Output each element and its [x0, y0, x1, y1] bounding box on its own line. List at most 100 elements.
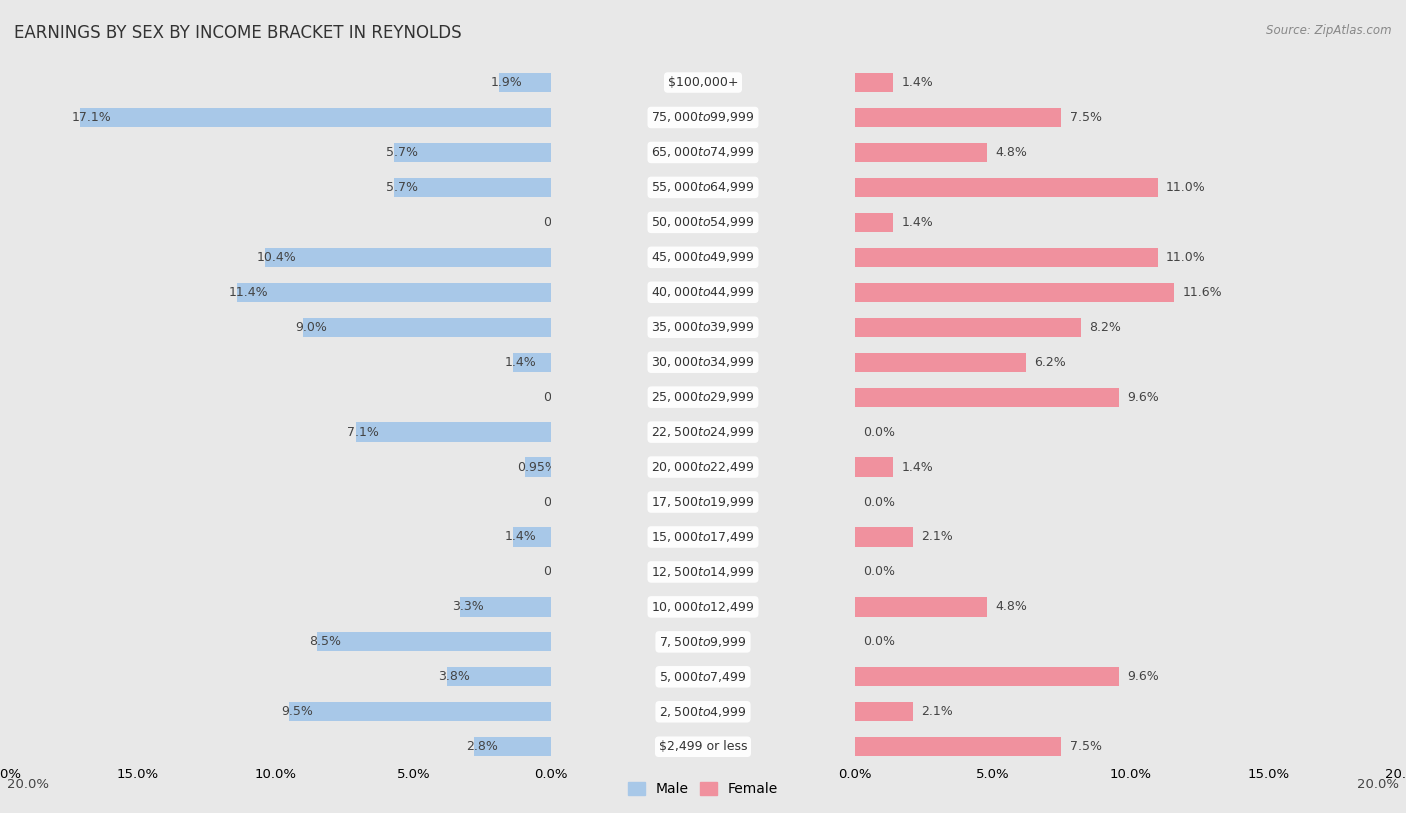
Text: 2.8%: 2.8% [465, 741, 498, 753]
Bar [0, 729, 855, 764]
Bar [0, 659, 551, 694]
Bar [0, 345, 855, 380]
Bar [855, 213, 893, 232]
Bar [0, 240, 551, 275]
Bar [551, 310, 1406, 345]
Text: 0.0%: 0.0% [543, 496, 575, 508]
Bar [855, 318, 1081, 337]
Text: 11.0%: 11.0% [1166, 251, 1206, 263]
Text: 5.7%: 5.7% [387, 146, 418, 159]
Bar [855, 702, 912, 721]
Text: 7.5%: 7.5% [1070, 111, 1102, 124]
Text: 11.0%: 11.0% [1166, 181, 1206, 193]
Text: 10.4%: 10.4% [256, 251, 297, 263]
Bar [0, 380, 551, 415]
Bar [0, 554, 855, 589]
Text: Source: ZipAtlas.com: Source: ZipAtlas.com [1267, 24, 1392, 37]
Text: 11.6%: 11.6% [1182, 286, 1222, 298]
Bar [447, 667, 551, 686]
Bar [551, 345, 1406, 380]
Bar [551, 205, 1406, 240]
Text: 1.4%: 1.4% [505, 531, 536, 543]
Text: $30,000 to $34,999: $30,000 to $34,999 [651, 355, 755, 369]
Bar [0, 135, 855, 170]
Text: $17,500 to $19,999: $17,500 to $19,999 [651, 495, 755, 509]
Text: $22,500 to $24,999: $22,500 to $24,999 [651, 425, 755, 439]
Bar [0, 65, 551, 100]
Bar [0, 275, 855, 310]
Bar [290, 702, 551, 721]
Bar [551, 170, 1406, 205]
Bar [0, 520, 855, 554]
Text: $25,000 to $29,999: $25,000 to $29,999 [651, 390, 755, 404]
Bar [460, 598, 551, 616]
Bar [855, 283, 1174, 302]
Bar [80, 108, 551, 127]
Bar [0, 659, 855, 694]
Bar [0, 205, 551, 240]
Text: $50,000 to $54,999: $50,000 to $54,999 [651, 215, 755, 229]
Text: 9.0%: 9.0% [295, 321, 326, 333]
Text: 0.0%: 0.0% [543, 391, 575, 403]
Bar [0, 450, 551, 485]
Bar [356, 423, 551, 441]
Bar [0, 170, 551, 205]
Text: 0.0%: 0.0% [863, 496, 894, 508]
Text: $15,000 to $17,499: $15,000 to $17,499 [651, 530, 755, 544]
Bar [551, 100, 1406, 135]
Text: 0.0%: 0.0% [863, 566, 894, 578]
Text: 1.4%: 1.4% [901, 216, 934, 228]
Bar [0, 694, 855, 729]
Bar [0, 65, 855, 100]
Bar [526, 458, 551, 476]
Text: 9.5%: 9.5% [281, 706, 314, 718]
Bar [551, 415, 1406, 450]
Text: 5.7%: 5.7% [387, 181, 418, 193]
Bar [855, 667, 1119, 686]
Text: $20,000 to $22,499: $20,000 to $22,499 [651, 460, 755, 474]
Bar [0, 415, 855, 450]
Text: 4.8%: 4.8% [995, 146, 1028, 159]
Bar [0, 589, 855, 624]
Bar [0, 275, 551, 310]
Bar [0, 100, 551, 135]
Text: $2,500 to $4,999: $2,500 to $4,999 [659, 705, 747, 719]
Bar [0, 729, 551, 764]
Text: 2.1%: 2.1% [921, 531, 952, 543]
Text: 4.8%: 4.8% [995, 601, 1028, 613]
Bar [551, 380, 1406, 415]
Text: 1.4%: 1.4% [901, 76, 934, 89]
Text: 7.1%: 7.1% [347, 426, 380, 438]
Text: 8.5%: 8.5% [309, 636, 340, 648]
Bar [551, 450, 1406, 485]
Bar [0, 100, 855, 135]
Text: $2,499 or less: $2,499 or less [659, 741, 747, 753]
Bar [855, 737, 1062, 756]
Bar [551, 135, 1406, 170]
Text: $10,000 to $12,499: $10,000 to $12,499 [651, 600, 755, 614]
Bar [855, 458, 893, 476]
Bar [394, 178, 551, 197]
Text: 1.4%: 1.4% [901, 461, 934, 473]
Bar [0, 170, 855, 205]
Bar [551, 240, 1406, 275]
Text: $40,000 to $44,999: $40,000 to $44,999 [651, 285, 755, 299]
Bar [551, 485, 1406, 520]
Bar [855, 73, 893, 92]
Text: 2.1%: 2.1% [921, 706, 952, 718]
Bar [394, 143, 551, 162]
Text: 11.4%: 11.4% [229, 286, 269, 298]
Text: $55,000 to $64,999: $55,000 to $64,999 [651, 180, 755, 194]
Text: $45,000 to $49,999: $45,000 to $49,999 [651, 250, 755, 264]
Bar [0, 450, 855, 485]
Bar [316, 633, 551, 651]
Bar [551, 624, 1406, 659]
Bar [0, 135, 551, 170]
Bar [855, 108, 1062, 127]
Bar [0, 310, 551, 345]
Legend: Male, Female: Male, Female [623, 777, 783, 802]
Bar [0, 520, 551, 554]
Bar [474, 737, 551, 756]
Bar [551, 729, 1406, 764]
Bar [238, 283, 551, 302]
